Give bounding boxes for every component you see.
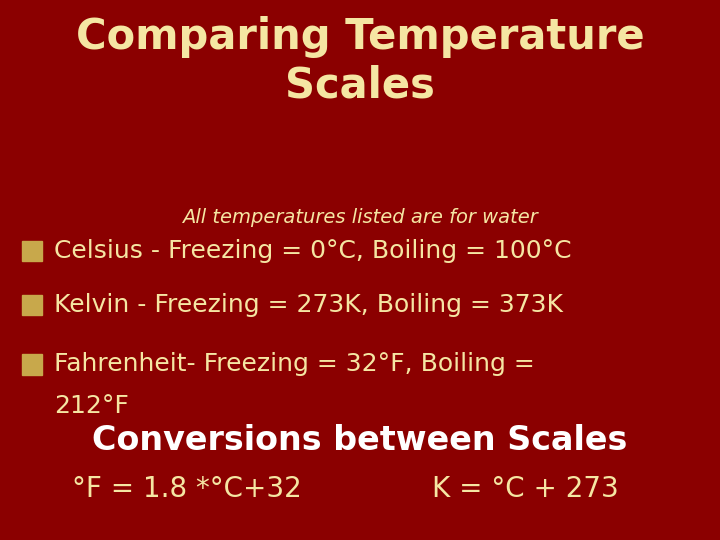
Text: Fahrenheit- Freezing = 32°F, Boiling =: Fahrenheit- Freezing = 32°F, Boiling = <box>54 353 535 376</box>
Text: Kelvin - Freezing = 273K, Boiling = 373K: Kelvin - Freezing = 273K, Boiling = 373K <box>54 293 563 317</box>
Text: 212°F: 212°F <box>54 394 129 418</box>
Text: Celsius - Freezing = 0°C, Boiling = 100°C: Celsius - Freezing = 0°C, Boiling = 100°… <box>54 239 572 263</box>
Text: All temperatures listed are for water: All temperatures listed are for water <box>182 208 538 227</box>
Text: Comparing Temperature
Scales: Comparing Temperature Scales <box>76 16 644 107</box>
Text: Conversions between Scales: Conversions between Scales <box>92 423 628 457</box>
FancyBboxPatch shape <box>22 354 42 375</box>
Text: K = °C + 273: K = °C + 273 <box>432 475 618 503</box>
FancyBboxPatch shape <box>22 295 42 315</box>
FancyBboxPatch shape <box>22 241 42 261</box>
Text: °F = 1.8 *°C+32: °F = 1.8 *°C+32 <box>72 475 302 503</box>
